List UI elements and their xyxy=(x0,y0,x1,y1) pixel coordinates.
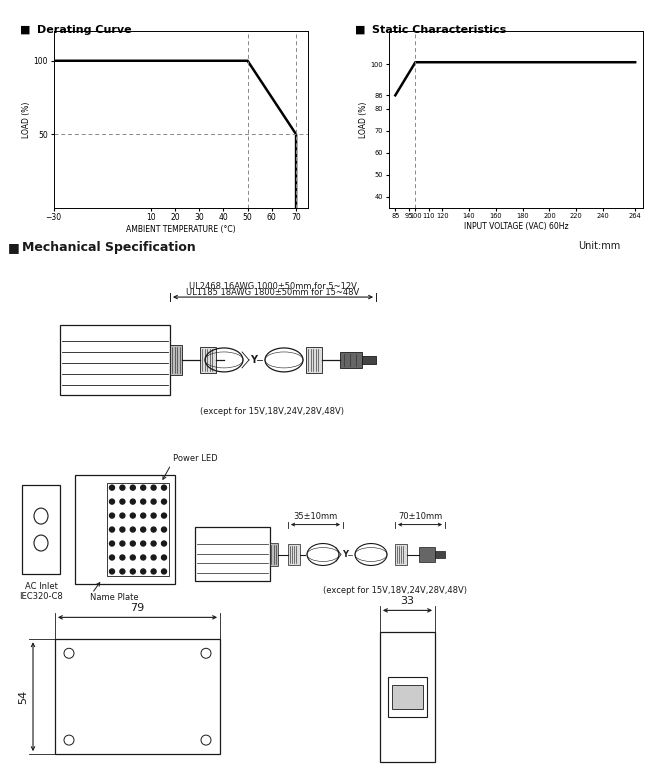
Text: Mechanical Specification: Mechanical Specification xyxy=(22,241,196,254)
Text: Y: Y xyxy=(342,550,348,559)
Text: 70±10mm: 70±10mm xyxy=(398,512,442,521)
Circle shape xyxy=(109,541,115,546)
Bar xyxy=(340,352,362,368)
Bar xyxy=(395,543,407,565)
Circle shape xyxy=(151,499,156,504)
Bar xyxy=(435,550,445,558)
Y-axis label: LOAD (%): LOAD (%) xyxy=(21,101,31,138)
Bar xyxy=(195,527,270,582)
Circle shape xyxy=(130,485,135,490)
Circle shape xyxy=(151,569,156,574)
Circle shape xyxy=(161,555,167,560)
Bar xyxy=(380,633,435,762)
Ellipse shape xyxy=(34,535,48,551)
Bar xyxy=(419,546,435,562)
Circle shape xyxy=(130,569,135,574)
Text: Derating Curve: Derating Curve xyxy=(37,25,131,35)
Circle shape xyxy=(130,513,135,518)
Circle shape xyxy=(141,485,145,490)
Circle shape xyxy=(109,485,115,490)
Circle shape xyxy=(161,513,167,518)
Ellipse shape xyxy=(34,508,48,524)
Circle shape xyxy=(130,499,135,504)
Circle shape xyxy=(130,541,135,546)
Text: 79: 79 xyxy=(131,604,145,613)
Bar xyxy=(306,347,322,373)
Circle shape xyxy=(151,485,156,490)
Circle shape xyxy=(109,555,115,560)
Circle shape xyxy=(151,527,156,532)
Text: UL1185 18AWG 1800±50mm for 15~48V: UL1185 18AWG 1800±50mm for 15~48V xyxy=(186,288,360,297)
Text: Unit:mm: Unit:mm xyxy=(578,241,620,251)
Circle shape xyxy=(161,527,167,532)
Circle shape xyxy=(120,555,125,560)
Text: Y: Y xyxy=(251,355,257,365)
Circle shape xyxy=(151,541,156,546)
Text: ■: ■ xyxy=(20,25,31,35)
Text: 35±10mm: 35±10mm xyxy=(293,512,338,521)
Circle shape xyxy=(120,569,125,574)
Circle shape xyxy=(161,485,167,490)
Bar xyxy=(55,639,220,754)
Text: UL2468 16AWG 1000±50mm for 5~12V: UL2468 16AWG 1000±50mm for 5~12V xyxy=(189,282,357,291)
Bar xyxy=(75,474,175,584)
Bar xyxy=(288,543,300,565)
Text: Static Characteristics: Static Characteristics xyxy=(372,25,506,35)
Circle shape xyxy=(109,513,115,518)
Bar xyxy=(22,485,60,575)
Circle shape xyxy=(141,569,145,574)
Bar xyxy=(388,677,427,717)
Bar xyxy=(107,483,169,576)
Circle shape xyxy=(151,555,156,560)
Circle shape xyxy=(109,569,115,574)
Bar xyxy=(60,325,170,395)
Bar xyxy=(362,356,376,364)
Circle shape xyxy=(120,541,125,546)
X-axis label: INPUT VOLTAGE (VAC) 60Hz: INPUT VOLTAGE (VAC) 60Hz xyxy=(464,222,568,231)
Text: Name Plate: Name Plate xyxy=(90,593,139,602)
Bar xyxy=(270,543,278,567)
Text: AC Inlet: AC Inlet xyxy=(25,583,58,591)
Circle shape xyxy=(120,527,125,532)
Circle shape xyxy=(109,499,115,504)
Bar xyxy=(200,347,216,373)
Circle shape xyxy=(109,527,115,532)
Circle shape xyxy=(141,513,145,518)
Circle shape xyxy=(141,555,145,560)
X-axis label: AMBIENT TEMPERATURE (°C): AMBIENT TEMPERATURE (°C) xyxy=(126,225,236,234)
Text: 54: 54 xyxy=(18,690,28,704)
Bar xyxy=(392,685,423,710)
Text: ■: ■ xyxy=(8,241,19,254)
Text: IEC320-C8: IEC320-C8 xyxy=(19,593,63,601)
Circle shape xyxy=(141,499,145,504)
Circle shape xyxy=(120,499,125,504)
Y-axis label: LOAD (%): LOAD (%) xyxy=(358,101,368,138)
Circle shape xyxy=(161,569,167,574)
Bar xyxy=(170,345,182,375)
Circle shape xyxy=(130,555,135,560)
Circle shape xyxy=(130,527,135,532)
Circle shape xyxy=(161,499,167,504)
Circle shape xyxy=(151,513,156,518)
Circle shape xyxy=(120,513,125,518)
Circle shape xyxy=(141,527,145,532)
Text: (except for 15V,18V,24V,28V,48V): (except for 15V,18V,24V,28V,48V) xyxy=(200,407,344,416)
Text: Power LED: Power LED xyxy=(173,454,218,463)
Text: 33: 33 xyxy=(401,597,415,606)
Circle shape xyxy=(141,541,145,546)
Text: (except for 15V,18V,24V,28V,48V): (except for 15V,18V,24V,28V,48V) xyxy=(323,586,467,595)
Text: ■: ■ xyxy=(355,25,366,35)
Circle shape xyxy=(120,485,125,490)
Circle shape xyxy=(161,541,167,546)
